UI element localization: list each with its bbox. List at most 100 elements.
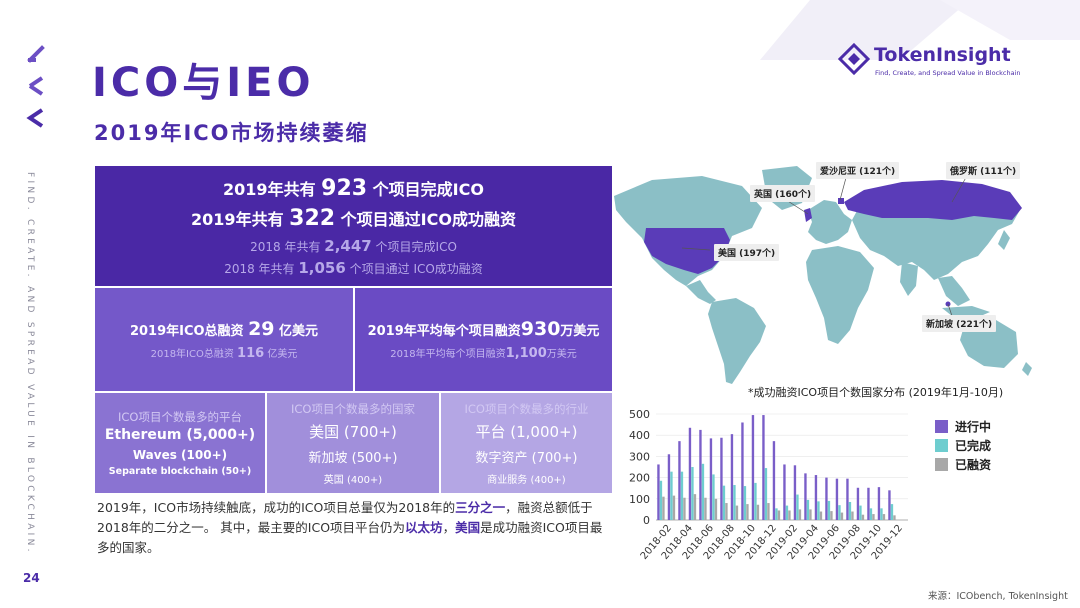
bar-进行中: [856, 487, 860, 520]
tokeninsight-logo-icon: [838, 43, 870, 75]
top-country-1: 美国 (700+): [309, 423, 397, 441]
bar-进行中: [720, 437, 723, 520]
bar-进行中: [846, 478, 849, 520]
ico-monthly-bar-chart: 01002003004005002018-022018-042018-06201…: [629, 408, 908, 562]
y-tick-label: 300: [629, 450, 650, 463]
bar-进行中: [709, 438, 713, 520]
header-decoration: [760, 0, 1080, 60]
bar-已完成: [680, 471, 684, 520]
bar-进行中: [783, 464, 786, 520]
bar-已完成: [838, 505, 841, 520]
bar-进行中: [825, 477, 828, 520]
bar-已完成: [796, 494, 799, 520]
y-tick-label: 500: [629, 408, 650, 421]
bar-进行中: [762, 415, 765, 520]
chevron-decoration-icon: [28, 76, 44, 96]
bar-进行中: [877, 487, 881, 520]
bar-已融资: [893, 515, 896, 520]
bar-已完成: [659, 480, 663, 520]
source-note: 来源：ICObench, TokenInsight: [928, 591, 1068, 602]
bar-已完成: [701, 463, 705, 520]
average-funding-2018: 2018年平均每个项目融资1,100万美元: [390, 346, 577, 361]
total-funding-box: 2019年ICO总融资 29 亿美元 2018年ICO总融资 116 亿美元: [95, 288, 353, 391]
bar-进行中: [678, 441, 681, 520]
bar-进行中: [772, 441, 776, 520]
top-platform-2: Waves (100+): [132, 448, 228, 462]
logo-name: TokenInsight: [874, 44, 1011, 66]
bar-进行中: [751, 415, 755, 520]
bar-已融资: [788, 510, 791, 520]
bar-已完成: [806, 499, 810, 520]
bar-已融资: [746, 504, 749, 520]
top-countries-heading: ICO项目个数最多的国家: [291, 402, 415, 416]
bar-进行中: [814, 475, 818, 520]
map-label-usa: 美国 (197个): [714, 244, 780, 261]
bar-已完成: [712, 474, 715, 520]
summary-line-4: 2018 年共有 1,056 个项目通过 ICO成功融资: [224, 259, 483, 277]
bar-已融资: [798, 509, 802, 520]
logo-tagline: Find, Create, and Spread Value in Blockc…: [875, 69, 1021, 77]
bar-已完成: [733, 485, 736, 520]
bar-已融资: [851, 511, 854, 520]
average-funding-box: 2019年平均每个项目融资930万美元 2018年平均每个项目融资1,100万美…: [355, 288, 612, 391]
description-paragraph: 2019年，ICO市场持续触底，成功的ICO项目总量仅为2018年的三分之一，融…: [97, 500, 603, 555]
bar-已完成: [754, 482, 757, 520]
bar-已融资: [777, 510, 781, 520]
bar-已完成: [775, 508, 778, 520]
page-subtitle: 2019年ICO市场持续萎缩: [94, 121, 369, 145]
bar-已融资: [872, 514, 875, 520]
average-funding-2019: 2019年平均每个项目融资930万美元: [367, 318, 600, 340]
bar-已融资: [693, 494, 697, 520]
top-platforms-heading: ICO项目个数最多的平台: [118, 410, 242, 424]
bar-已完成: [817, 501, 820, 520]
total-funding-2019: 2019年ICO总融资 29 亿美元: [129, 318, 319, 340]
bar-已完成: [869, 508, 873, 520]
bar-已融资: [767, 503, 770, 520]
top-industry-2: 数字资产 (700+): [475, 451, 578, 466]
top-platform-3: Separate blockchain (50+): [108, 466, 252, 477]
bar-已完成: [764, 468, 768, 520]
bar-进行中: [888, 490, 891, 520]
bar-已完成: [848, 501, 852, 520]
bar-已完成: [785, 505, 789, 520]
bar-进行中: [688, 427, 692, 520]
bar-已完成: [670, 471, 673, 520]
bar-已融资: [819, 511, 823, 520]
y-tick-label: 0: [643, 514, 650, 527]
side-tagline: FIND. CREATE. AND SPREAD VALUE IN BLOCKC…: [25, 172, 41, 562]
top-industry-1: 平台 (1,000+): [475, 423, 578, 441]
y-tick-label: 400: [629, 429, 650, 442]
legend-item-in-progress: 进行中: [935, 418, 991, 436]
bar-已融资: [735, 505, 739, 520]
bar-已融资: [809, 509, 812, 520]
map-label-singapore: 新加坡 (221个): [922, 315, 997, 332]
side-tagline-text: FIND. CREATE. AND SPREAD VALUE IN BLOCKC…: [25, 172, 35, 555]
bar-进行中: [667, 454, 671, 520]
bar-已完成: [722, 485, 726, 520]
bar-已融资: [704, 497, 707, 520]
top-platform-1: Ethereum (5,000+): [104, 427, 256, 443]
map-label-russia: 俄罗斯 (111个): [946, 162, 1021, 179]
top-industries-box: ICO项目个数最多的行业 平台 (1,000+) 数字资产 (700+) 商业服…: [441, 393, 612, 493]
map-label-uk: 英国 (160个): [750, 185, 816, 202]
summary-main-box: 2019年共有 923 个项目完成ICO 2019年共有 322 个项目通过IC…: [95, 166, 612, 286]
map-label-estonia: 爱沙尼亚 (121个): [816, 162, 900, 179]
bar-进行中: [793, 465, 797, 520]
bar-进行中: [657, 464, 660, 520]
bar-已融资: [861, 514, 865, 520]
bar-已融资: [672, 495, 676, 520]
bar-已融资: [725, 503, 728, 520]
chevron-decoration-icon: [26, 108, 44, 128]
legend-item-funded: 已融资: [935, 456, 991, 474]
bar-已完成: [880, 508, 883, 520]
bar-已融资: [683, 497, 686, 520]
total-funding-2018: 2018年ICO总融资 116 亿美元: [150, 346, 298, 361]
map-footnote: *成功融资ICO项目个数国家分布 (2019年1月-10月): [748, 386, 1004, 399]
bar-已融资: [714, 498, 718, 520]
top-countries-box: ICO项目个数最多的国家 美国 (700+) 新加坡 (500+) 英国 (40…: [267, 393, 439, 493]
bar-已融资: [756, 504, 760, 520]
bar-已完成: [827, 500, 831, 520]
chart-legend: 进行中 已完成 已融资: [935, 418, 991, 475]
bar-已融资: [662, 496, 665, 520]
bar-进行中: [730, 434, 734, 520]
